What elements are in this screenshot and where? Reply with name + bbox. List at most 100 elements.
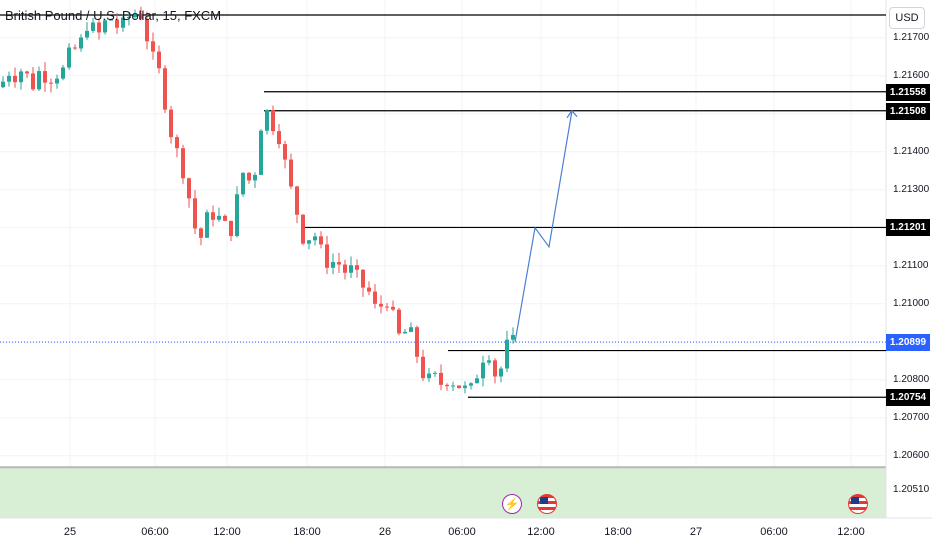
us-flag-icon[interactable] [537, 494, 557, 514]
candle-body [415, 327, 419, 357]
candle-body [79, 37, 83, 49]
candle-body [355, 265, 359, 270]
candle-body [217, 215, 221, 220]
price-tick-label: 1.20700 [893, 411, 930, 423]
candle-body [139, 13, 143, 20]
candle-body [169, 109, 173, 138]
price-marker: 1.21508 [886, 102, 930, 120]
price-tick-label: 1.21300 [893, 183, 930, 195]
candle-body [373, 291, 377, 304]
price-tick-label: 1.21400 [893, 145, 930, 157]
time-tick-label: 27 [689, 526, 703, 538]
us-flag-icon[interactable] [848, 494, 868, 514]
candle-body [409, 327, 413, 332]
lightning-icon[interactable]: ⚡ [502, 494, 522, 514]
price-tick-label: 1.21000 [893, 297, 930, 309]
candle-body [229, 220, 233, 237]
candle-body [235, 194, 239, 237]
candle-body [31, 73, 35, 90]
candle-body [193, 198, 197, 229]
price-marker: 1.21558 [886, 83, 930, 101]
candle-body [403, 331, 407, 334]
candle-body [451, 385, 455, 387]
candle-body [19, 71, 23, 83]
candle-body [97, 22, 101, 33]
time-tick-label: 18:00 [293, 526, 321, 538]
candle-body [181, 148, 185, 179]
price-tick-label: 1.20800 [893, 373, 930, 385]
candle-body [241, 172, 245, 195]
price-marker: 1.20899 [886, 334, 930, 352]
time-tick-label: 18:00 [604, 526, 632, 538]
projection-arrowhead [566, 109, 578, 119]
candle-body [379, 303, 383, 307]
candle-body [91, 22, 95, 31]
price-tick-label: 1.20600 [893, 449, 930, 461]
candle-body [187, 178, 191, 199]
candle-body [163, 68, 167, 110]
time-tick-label: 12:00 [213, 526, 241, 538]
candle-body [133, 13, 137, 17]
candle-body [295, 186, 299, 215]
price-marker: 1.21201 [886, 219, 930, 237]
candle-body [85, 30, 89, 38]
candle-body [349, 265, 353, 273]
candle-body [319, 236, 323, 245]
candle-body [49, 82, 53, 84]
candle-body [205, 212, 209, 238]
time-tick-label: 12:00 [527, 526, 555, 538]
candle-body [463, 385, 467, 389]
time-tick-label: 26 [378, 526, 392, 538]
candle-body [445, 384, 449, 387]
candle-body [331, 262, 335, 268]
candle-body [439, 372, 443, 385]
candle-body [127, 16, 131, 18]
candle-body [43, 71, 47, 83]
candle-body [367, 287, 371, 292]
green-zone [0, 467, 886, 518]
time-tick-label: 06:00 [760, 526, 788, 538]
candle-body [115, 19, 119, 28]
time-tick-label: 25 [63, 526, 77, 538]
candle-body [61, 67, 65, 79]
candle-body [151, 41, 155, 52]
candle-body [223, 215, 227, 221]
candle-body [259, 130, 263, 175]
candle-body [493, 360, 497, 377]
candle-body [397, 309, 401, 334]
candle-body [145, 19, 149, 42]
projection-path [514, 110, 573, 343]
candle-body [271, 110, 275, 132]
candle-body [301, 214, 305, 244]
candle-body [7, 75, 11, 82]
candle-body [499, 368, 503, 377]
price-marker: 1.20754 [886, 389, 930, 407]
candle-body [325, 244, 329, 268]
candle-body [283, 144, 287, 160]
candle-body [211, 212, 215, 220]
candle-body [247, 172, 251, 181]
candle-body [157, 51, 161, 69]
currency-button[interactable]: USD [889, 7, 925, 29]
candle-body [421, 356, 425, 379]
symbol-title: British Pound / U.S. Dollar, 15, FXCM [5, 8, 222, 23]
candle-body [1, 81, 5, 88]
candle-body [385, 306, 389, 308]
price-tick-label: 1.21700 [893, 31, 930, 43]
candle-body [253, 174, 257, 181]
price-tick-label: 1.21100 [893, 259, 929, 271]
candle-body [13, 75, 17, 83]
candle-body [337, 262, 341, 265]
candle-body [289, 159, 293, 187]
candle-body [277, 131, 281, 145]
candle-body [313, 236, 317, 241]
candle-body [265, 110, 269, 131]
candle-body [25, 71, 29, 74]
candle-body [343, 264, 347, 273]
candle-body [511, 335, 515, 340]
candle-body [487, 360, 491, 363]
candle-body [199, 228, 203, 238]
candle-body [433, 372, 437, 374]
